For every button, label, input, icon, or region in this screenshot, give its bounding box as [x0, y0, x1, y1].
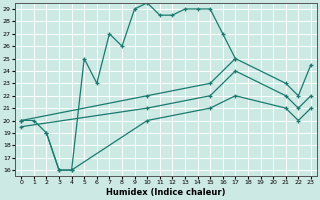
X-axis label: Humidex (Indice chaleur): Humidex (Indice chaleur) — [106, 188, 226, 197]
